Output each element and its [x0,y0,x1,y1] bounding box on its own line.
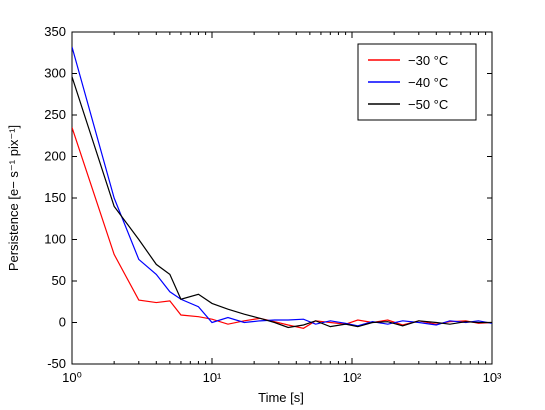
x-tick-label: 10³ [483,370,502,385]
x-axis: 10⁰ 10¹ 10² 10³ [62,32,502,385]
series-line-1 [72,127,492,329]
y-tick-label: 150 [44,190,66,205]
x-tick-label: 10⁰ [62,370,82,385]
legend-label: −30 °C [408,53,448,68]
series-line-3 [72,76,492,329]
series-line-2 [72,46,492,327]
x-tick-label: 10¹ [203,370,222,385]
y-tick-label: 200 [44,149,66,164]
y-tick-label: 100 [44,232,66,247]
y-axis-label: Persistence [e− s⁻¹ pix⁻¹] [6,125,21,271]
x-axis-label: Time [s] [258,390,304,405]
y-tick-label: 350 [44,24,66,39]
legend: −30 °C −40 °C −50 °C [357,43,477,121]
legend-label: −50 °C [408,97,448,112]
y-tick-label: 50 [52,273,66,288]
y-tick-label: 300 [44,66,66,81]
x-tick-label: 10² [343,370,362,385]
y-tick-label: 0 [59,315,66,330]
y-axis: -50 0 50 100 150 200 250 300 350 [44,24,492,371]
y-tick-label: 250 [44,107,66,122]
y-tick-label: -50 [47,356,66,371]
legend-label: −40 °C [408,75,448,90]
